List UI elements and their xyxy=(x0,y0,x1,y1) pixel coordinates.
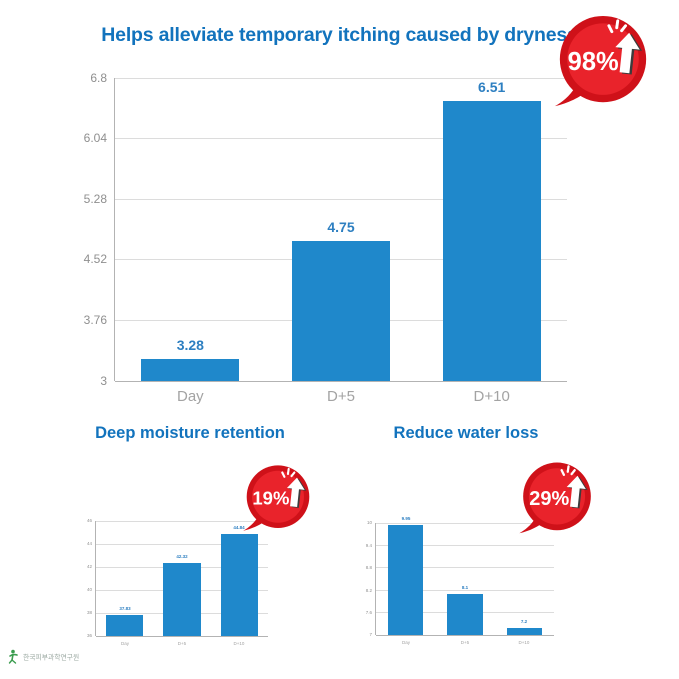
bar xyxy=(442,101,541,381)
x-axis-line xyxy=(96,635,268,637)
bar-value-label: 3.28 xyxy=(176,336,204,353)
bar-value-label: 42.32 xyxy=(176,554,188,560)
gridline xyxy=(96,543,268,545)
gridline xyxy=(115,77,567,79)
bar xyxy=(447,593,483,635)
gridline xyxy=(376,567,554,569)
bar xyxy=(106,614,144,636)
x-category-label: Day xyxy=(176,388,204,405)
y-tick-label: 40 xyxy=(86,587,92,593)
main-chart-title: Helps alleviate temporary itching caused… xyxy=(101,24,578,46)
badge-29-percent: 29% xyxy=(517,461,597,535)
x-category-label: D+10 xyxy=(233,640,245,646)
y-tick-label: 7 xyxy=(369,632,372,638)
bar-value-label: 4.75 xyxy=(327,219,355,236)
y-tick-label: 5.28 xyxy=(83,191,107,206)
gridline xyxy=(115,198,567,200)
bubble-inner-disc xyxy=(567,23,639,95)
y-tick-label: 10 xyxy=(366,520,372,526)
bar xyxy=(141,358,240,381)
badge-percent-text: 29% xyxy=(529,488,569,510)
badge-percent-text: 98% xyxy=(568,48,619,76)
y-axis-line xyxy=(95,521,96,636)
y-axis-line xyxy=(114,78,115,381)
gridline xyxy=(376,522,554,524)
x-category-label: Day xyxy=(120,640,129,646)
gridline xyxy=(96,520,268,522)
bubble-inner-disc xyxy=(528,468,586,525)
y-tick-label: 4.52 xyxy=(83,252,107,267)
sparkle-icon xyxy=(560,465,576,476)
sparkle-icon xyxy=(607,19,628,34)
gridline xyxy=(115,138,567,140)
x-category-label: Day xyxy=(401,639,410,645)
bar xyxy=(292,241,390,381)
x-category-label: D+10 xyxy=(518,639,530,645)
y-tick-label: 8.2 xyxy=(365,587,372,593)
bar-value-label: 37.83 xyxy=(119,605,131,611)
left-plot-area: 36 38 40 42 44 46 37.83 Day 42.32 D+5 44.84 D+10 xyxy=(87,518,268,646)
badge-percent-text: 19% xyxy=(252,488,289,509)
right-chart-title: Reduce water loss xyxy=(393,424,539,442)
x-category-label: D+5 xyxy=(460,639,470,645)
y-tick-label: 42 xyxy=(86,564,92,570)
bubble-inner-disc xyxy=(252,470,304,523)
y-tick-label: 3 xyxy=(100,373,107,388)
y-tick-label: 44 xyxy=(86,541,92,547)
speech-bubble-icon: 98% xyxy=(554,15,647,107)
y-tick-label: 7.6 xyxy=(365,609,372,615)
sparkle-icon xyxy=(281,467,296,478)
x-category-label: D+5 xyxy=(327,388,355,405)
gridline xyxy=(376,544,554,546)
x-axis-line xyxy=(115,380,567,382)
x-category-label: D+5 xyxy=(177,640,187,646)
logo-text: 한국피부과학연구원 xyxy=(23,654,80,662)
bar-value-label: 44.84 xyxy=(233,525,245,531)
up-arrow-icon xyxy=(615,32,643,75)
up-arrow-icon xyxy=(286,477,307,508)
speech-bubble-icon: 19% xyxy=(243,465,310,531)
bar xyxy=(387,524,424,635)
y-tick-label: 38 xyxy=(86,610,92,616)
bar-value-label: 7.2 xyxy=(521,618,528,624)
badge-19-percent: 19% xyxy=(241,464,315,532)
bar xyxy=(220,534,258,636)
bar xyxy=(506,627,543,635)
y-tick-label: 6.8 xyxy=(90,70,107,85)
y-tick-label: 9.4 xyxy=(365,542,372,548)
up-arrow-icon xyxy=(566,475,588,509)
y-tick-label: 36 xyxy=(86,633,92,639)
y-axis-line xyxy=(375,523,376,635)
speech-bubble-icon: 29% xyxy=(519,462,591,534)
bar-value-label: 8.1 xyxy=(461,584,469,590)
y-tick-label: 6.04 xyxy=(83,131,107,146)
logo-icon xyxy=(8,649,18,664)
main-plot-area: 3 3.76 4.52 5.28 6.04 6.8 3.28 Day 4.75 D+5 6.51 D+… xyxy=(84,71,567,405)
bar xyxy=(163,563,201,636)
gridline xyxy=(376,589,554,591)
x-category-label: D+10 xyxy=(473,388,510,405)
left-chart-title: Deep moisture retention xyxy=(95,424,285,442)
y-tick-label: 8.8 xyxy=(365,565,372,571)
badge-98-percent: 98% xyxy=(552,14,654,108)
bar-value-label: 6.51 xyxy=(478,79,506,96)
x-axis-line xyxy=(376,634,554,636)
y-tick-label: 46 xyxy=(86,518,92,524)
y-tick-label: 3.76 xyxy=(83,312,107,327)
bar-value-label: 9.95 xyxy=(401,515,411,521)
logo: 한국피부과학연구원 xyxy=(8,649,106,664)
right-plot-area: 7 7.6 8.2 8.8 9.4 10 9.95 Day 8.1 D+5 7.2 D+10 xyxy=(366,516,554,645)
